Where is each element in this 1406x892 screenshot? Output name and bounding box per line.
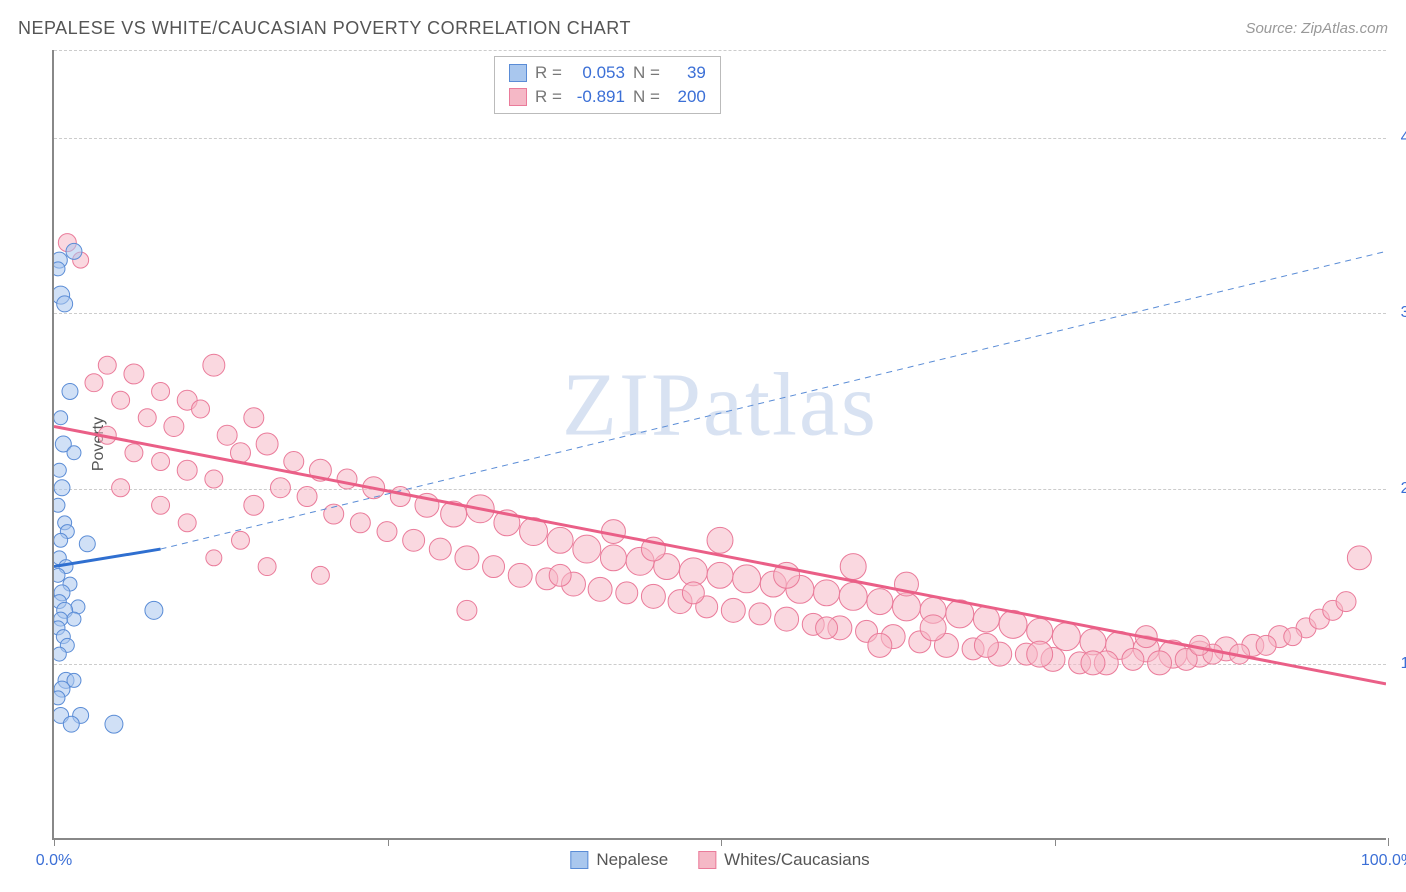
legend-row-nepalese: R = 0.053 N = 39 xyxy=(509,61,706,85)
series-legend: Nepalese Whites/Caucasians xyxy=(570,850,869,870)
n-value: 39 xyxy=(668,61,706,85)
chart-plot-area: Poverty ZIPatlas R = 0.053 N = 39 R = -0… xyxy=(52,50,1386,840)
r-value: -0.891 xyxy=(570,85,625,109)
n-label: N = xyxy=(633,85,660,109)
legend-label: Nepalese xyxy=(596,850,668,870)
swatch-icon xyxy=(509,88,527,106)
legend-item-nepalese: Nepalese xyxy=(570,850,668,870)
swatch-icon xyxy=(509,64,527,82)
r-label: R = xyxy=(535,61,562,85)
swatch-icon xyxy=(570,851,588,869)
y-tick-label: 40.0% xyxy=(1391,129,1406,147)
source-attribution: Source: ZipAtlas.com xyxy=(1245,20,1388,37)
n-label: N = xyxy=(633,61,660,85)
r-label: R = xyxy=(535,85,562,109)
x-tick xyxy=(388,838,389,846)
legend-label: Whites/Caucasians xyxy=(724,850,870,870)
y-tick-label: 20.0% xyxy=(1391,480,1406,498)
swatch-icon xyxy=(698,851,716,869)
y-tick-label: 30.0% xyxy=(1391,304,1406,322)
n-value: 200 xyxy=(668,85,706,109)
x-tick-label: 0.0% xyxy=(36,852,72,870)
y-tick-label: 10.0% xyxy=(1391,655,1406,673)
scatter-plot-svg xyxy=(54,50,1386,838)
x-tick xyxy=(1388,838,1389,846)
chart-title: NEPALESE VS WHITE/CAUCASIAN POVERTY CORR… xyxy=(18,18,631,39)
x-tick-label: 100.0% xyxy=(1361,852,1406,870)
r-value: 0.053 xyxy=(570,61,625,85)
legend-item-whites: Whites/Caucasians xyxy=(698,850,870,870)
x-tick xyxy=(54,838,55,846)
legend-row-whites: R = -0.891 N = 200 xyxy=(509,85,706,109)
x-tick xyxy=(1055,838,1056,846)
correlation-legend: R = 0.053 N = 39 R = -0.891 N = 200 xyxy=(494,56,721,114)
chart-header: NEPALESE VS WHITE/CAUCASIAN POVERTY CORR… xyxy=(18,18,1388,39)
x-tick xyxy=(721,838,722,846)
